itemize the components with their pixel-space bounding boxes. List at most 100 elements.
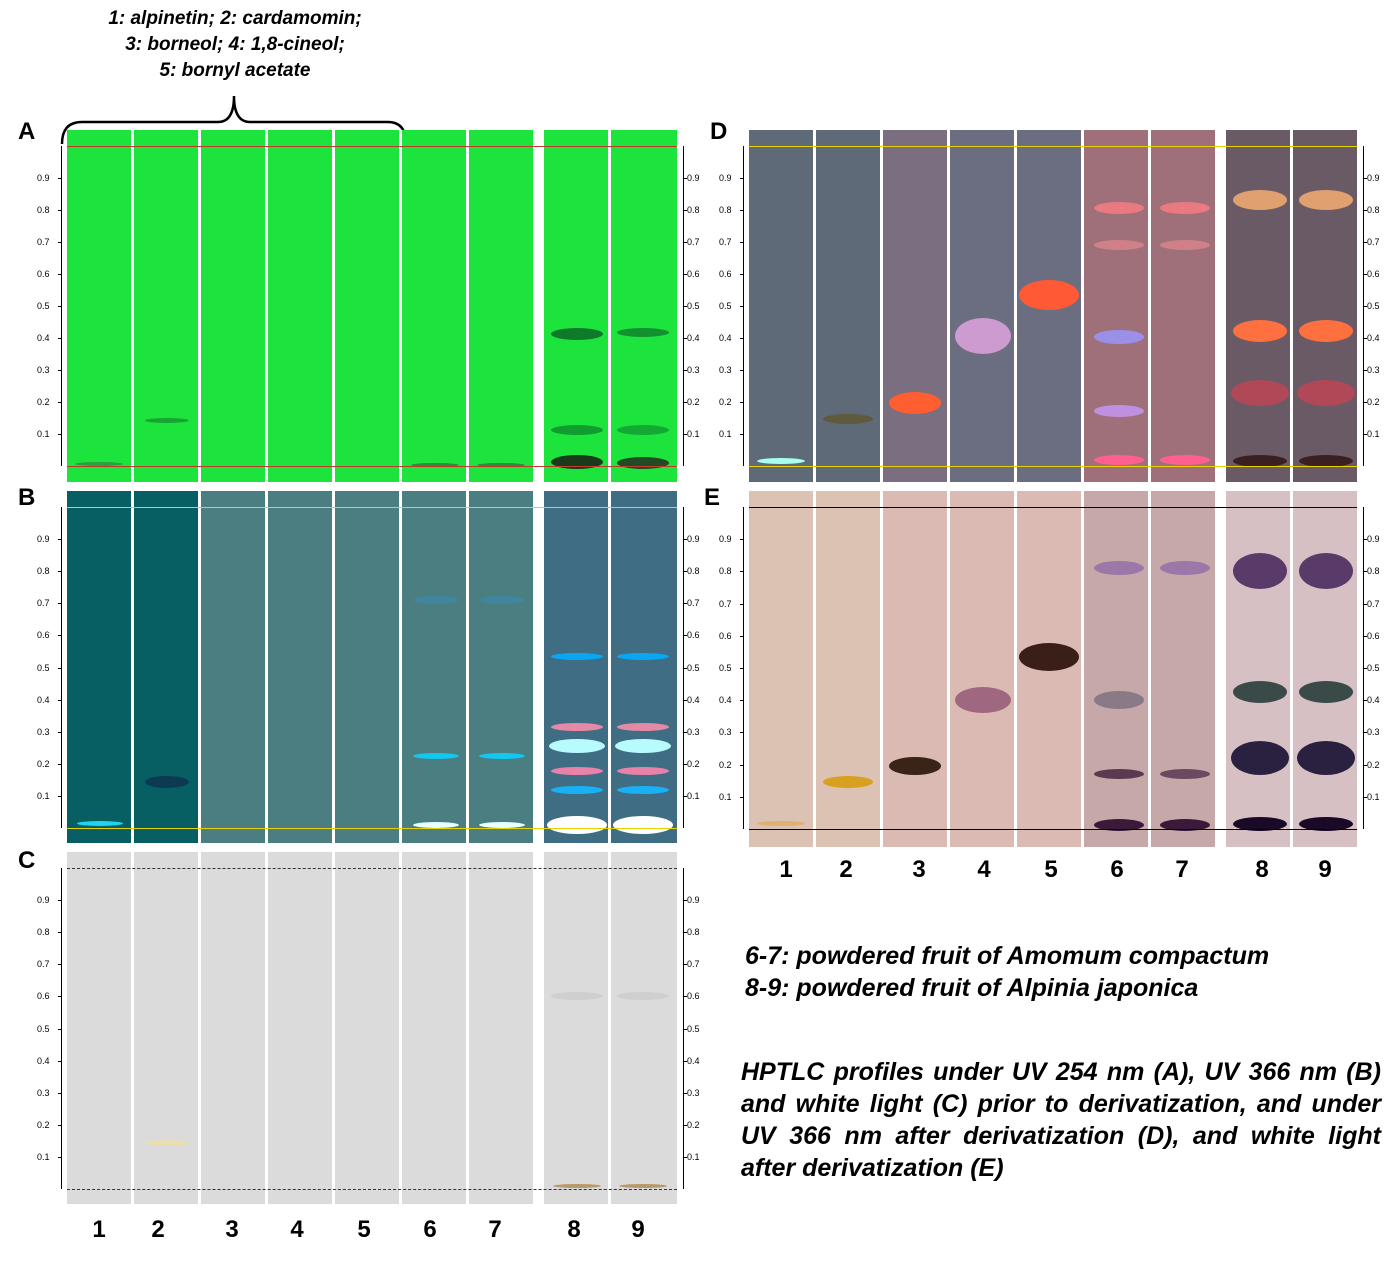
rf-tick-label: 0.9 [37, 173, 50, 183]
rf-tick-mark [740, 668, 744, 669]
rf-tick-label: 0.9 [719, 173, 732, 183]
rf-tick-label: 0.3 [687, 1087, 700, 1098]
rf-tick-label: 0.3 [37, 726, 50, 737]
rf-tick-label: 0.7 [1367, 598, 1380, 609]
rf-tick-mark [1363, 210, 1367, 211]
rf-tick-label: 0.5 [719, 663, 732, 673]
rf-tick-label: 0.6 [37, 269, 50, 279]
rf-tick-label: 0.5 [1367, 301, 1380, 311]
standards-legend: 1: alpinetin; 2: cardamomin; 3: borneol;… [60, 6, 410, 84]
rf-tick-mark [58, 795, 62, 797]
rf-tick-mark [740, 210, 744, 211]
rf-tick-mark [1363, 402, 1367, 403]
lane-number: 7 [1175, 856, 1189, 883]
rf-tick-label: 0.2 [1367, 397, 1380, 407]
lane-number: 9 [1318, 856, 1332, 883]
rf-tick-label: 0.7 [37, 959, 50, 970]
rf-tick-label: 0.1 [719, 429, 732, 439]
rf-tick-label: 0.7 [687, 959, 700, 970]
rf-tick-mark [683, 603, 687, 605]
rf-tick-label: 0.2 [37, 397, 50, 407]
rf-tick-mark [58, 274, 62, 275]
rf-tick-label: 0.4 [687, 333, 700, 343]
rf-tick-label: 0.5 [1367, 663, 1380, 673]
rf-tick-mark [740, 539, 744, 541]
rf-tick-label: 0.3 [1367, 365, 1380, 375]
rf-tick-mark [1363, 732, 1367, 734]
rf-tick-label: 0.8 [1367, 566, 1380, 577]
rf-tick-label: 0.9 [37, 895, 50, 906]
rf-tick-mark [1363, 603, 1367, 605]
lane-number: 6 [1110, 856, 1124, 883]
rf-tick-mark [683, 370, 687, 371]
rf-tick-mark [740, 306, 744, 307]
standards-brace [60, 95, 408, 145]
rf-tick-mark [683, 242, 687, 243]
legend-line-2: 3: borneol; 4: 1,8-cineol; [125, 34, 345, 55]
rf-tick-mark [683, 571, 687, 573]
panel-label-a: A [18, 118, 36, 145]
rf-tick-label: 0.3 [719, 365, 732, 375]
rf-tick-mark [58, 539, 62, 541]
rf-tick-label: 0.9 [687, 534, 700, 545]
rf-tick-label: 0.5 [37, 662, 50, 673]
rf-tick-label: 0.3 [37, 1087, 50, 1098]
rf-tick-mark [740, 571, 744, 573]
rf-tick-mark [58, 1156, 62, 1158]
rf-tick-label: 0.8 [37, 566, 50, 577]
rf-tick-label: 0.7 [687, 598, 700, 609]
rf-tick-mark [58, 635, 62, 637]
rf-tick-label: 0.6 [719, 269, 732, 279]
rf-tick-mark [740, 700, 744, 702]
lane-number: 1 [92, 1216, 106, 1243]
rf-tick-label: 0.4 [1367, 333, 1380, 343]
rf-tick-mark [1363, 571, 1367, 573]
lane-number: 2 [151, 1216, 165, 1243]
rf-tick-mark [58, 178, 62, 179]
panel-label-c: C [18, 847, 36, 874]
rf-tick-label: 0.8 [1367, 205, 1380, 215]
rf-tick-mark [58, 306, 62, 307]
rf-tick-label: 0.6 [37, 630, 50, 641]
rf-tick-mark [683, 900, 687, 902]
lane-number: 3 [912, 856, 926, 883]
lane-number: 2 [839, 856, 853, 883]
rf-tick-mark [1363, 764, 1367, 766]
rf-tick-mark [58, 667, 62, 669]
lane-number: 8 [567, 1216, 581, 1243]
rf-tick-label: 0.9 [1367, 173, 1380, 183]
rf-tick-mark [683, 996, 687, 998]
rf-tick-label: 0.6 [37, 991, 50, 1002]
panel-label-b: B [18, 484, 36, 511]
rf-tick-mark [683, 402, 687, 403]
rf-tick-label: 0.1 [1367, 791, 1380, 802]
plate-d [749, 130, 1357, 482]
lane-number: 3 [225, 1216, 239, 1243]
rf-tick-label: 0.2 [687, 397, 700, 407]
rf-tick-label: 0.4 [37, 1055, 50, 1066]
rf-tick-mark [58, 964, 62, 966]
rf-tick-label: 0.8 [687, 566, 700, 577]
rf-tick-mark [58, 900, 62, 902]
rf-tick-mark [683, 1060, 687, 1062]
rf-tick-label: 0.4 [719, 333, 732, 343]
rf-tick-mark [1363, 635, 1367, 637]
rf-tick-mark [1363, 306, 1367, 307]
lane-number: 8 [1255, 856, 1269, 883]
rf-tick-label: 0.3 [1367, 727, 1380, 738]
rf-tick-mark [58, 242, 62, 243]
rf-tick-mark [740, 434, 744, 435]
rf-tick-label: 0.5 [37, 1023, 50, 1034]
rf-tick-mark [740, 338, 744, 339]
rf-tick-mark [683, 699, 687, 701]
lane-number: 4 [290, 1216, 304, 1243]
rf-tick-label: 0.3 [37, 365, 50, 375]
rf-tick-label: 0.9 [719, 534, 732, 545]
rf-tick-mark [683, 1092, 687, 1094]
plate-e [749, 491, 1357, 847]
rf-tick-label: 0.1 [37, 790, 50, 801]
rf-tick-mark [58, 571, 62, 573]
rf-tick-mark [683, 635, 687, 637]
rf-tick-mark [683, 932, 687, 934]
rf-tick-mark [683, 731, 687, 733]
